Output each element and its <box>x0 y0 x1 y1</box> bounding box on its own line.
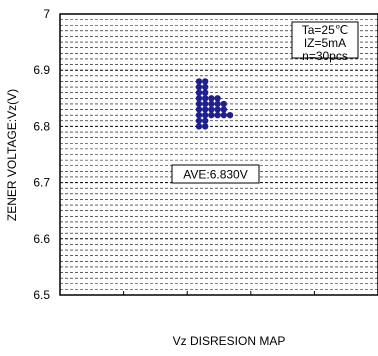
data-point <box>202 95 209 102</box>
data-point <box>202 83 209 91</box>
data-point <box>220 100 227 108</box>
data-point <box>202 89 209 96</box>
conditions-box-frame <box>291 21 359 59</box>
condition-sample-count: n=30pcs <box>302 49 348 63</box>
y-axis-tick-labels: 6.5 6.6 6.7 6.8 6.9 7 <box>33 7 50 302</box>
y-tick-label: 6.8 <box>33 119 50 133</box>
y-tick-label: 6.9 <box>33 63 50 77</box>
data-point <box>220 106 227 113</box>
y-tick-label: 6.5 <box>33 288 50 302</box>
data-point <box>214 106 221 113</box>
data-point <box>202 78 209 85</box>
data-point <box>202 100 209 108</box>
data-point <box>214 95 221 102</box>
scatter-points <box>195 78 234 130</box>
data-point <box>195 100 203 108</box>
condition-temperature: Ta=25℃ <box>302 23 349 37</box>
x-axis-ticks <box>123 291 378 295</box>
average-box: AVE:6.830V <box>171 164 260 184</box>
grid-lines <box>60 19 378 290</box>
data-point <box>214 100 221 108</box>
y-tick-label: 6.6 <box>33 232 50 246</box>
data-point <box>208 100 215 108</box>
data-point <box>195 123 203 130</box>
conditions-box: Ta=25℃ IZ=5mA n=30pcs <box>291 21 359 63</box>
plot-frame <box>59 13 378 296</box>
data-point <box>202 117 209 124</box>
average-value: AVE:6.830V <box>183 168 248 182</box>
data-point <box>202 123 209 130</box>
data-point <box>226 111 234 119</box>
y-tick-label: 6.7 <box>33 176 50 190</box>
data-point <box>214 111 221 119</box>
average-box-frame <box>171 164 260 184</box>
data-point <box>195 117 203 124</box>
data-point <box>195 78 203 85</box>
x-axis-title: Vz DISRESION MAP <box>173 334 286 348</box>
y-axis-title: ZENER VOLTAGE:Vz(V) <box>5 89 19 221</box>
data-point <box>202 111 209 119</box>
data-point <box>195 95 203 102</box>
data-point <box>208 95 215 102</box>
data-point <box>220 111 227 119</box>
data-point <box>195 89 203 96</box>
data-point <box>202 106 209 113</box>
y-tick-label: 7 <box>43 7 50 21</box>
data-point <box>195 111 203 119</box>
data-point <box>195 83 203 91</box>
data-point <box>195 106 203 113</box>
data-point <box>208 106 215 113</box>
data-point <box>208 111 215 119</box>
condition-current: IZ=5mA <box>304 36 346 50</box>
